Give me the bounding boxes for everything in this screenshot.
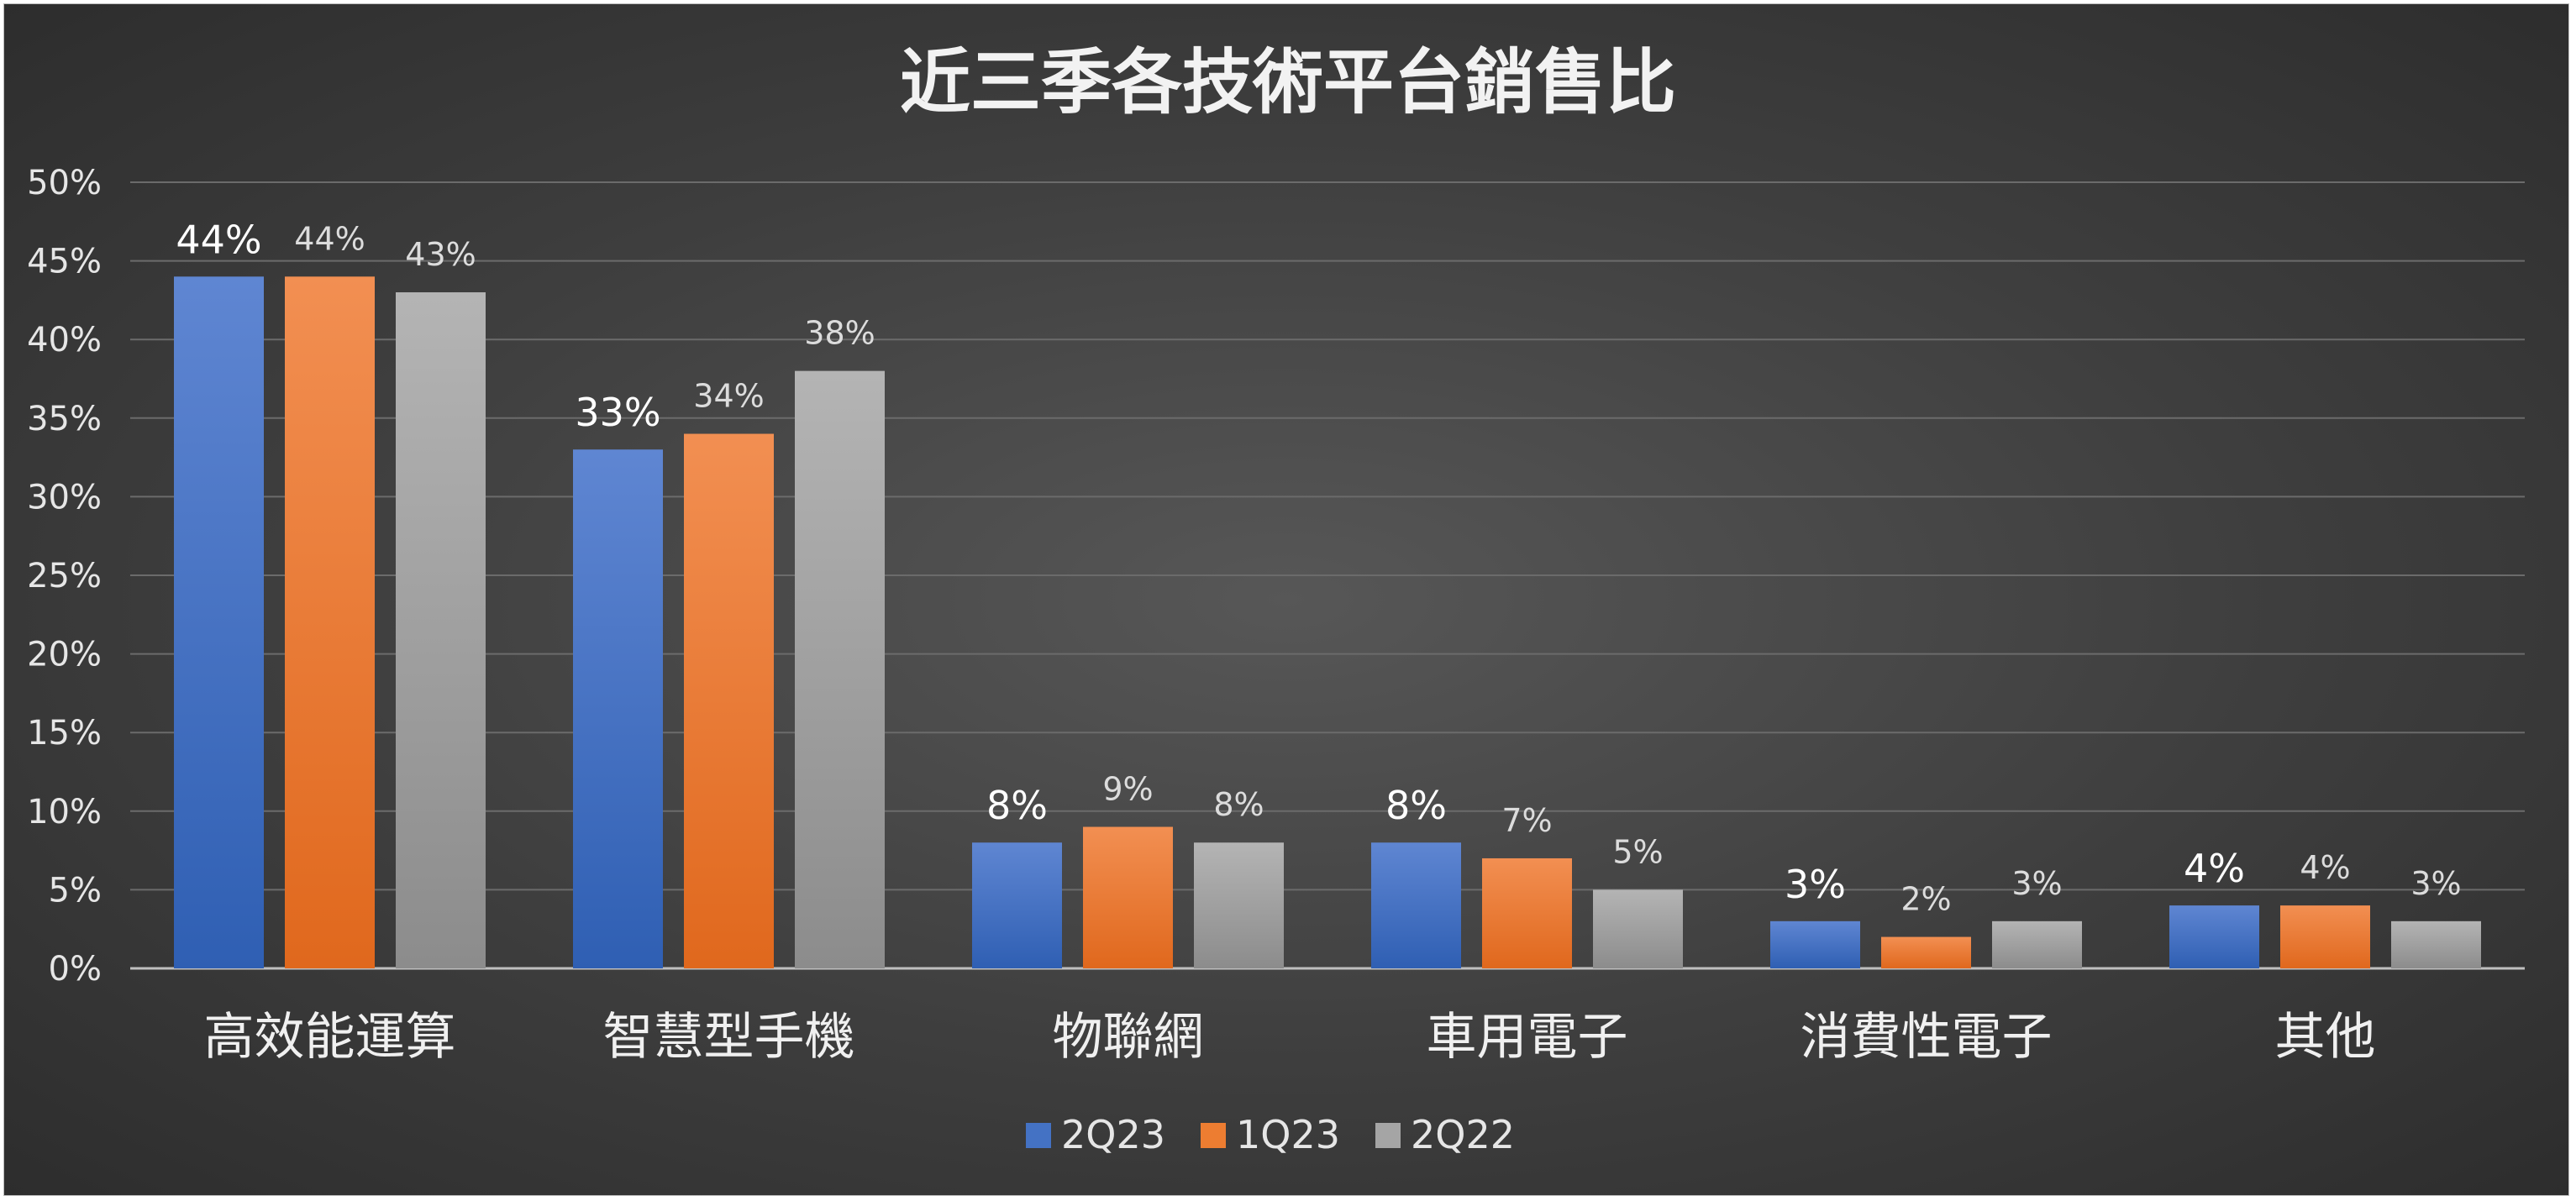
bar-2q22-5 <box>1992 920 2082 968</box>
bar-2q22-1 <box>396 292 486 968</box>
bar-1q23-3 <box>1083 826 1173 968</box>
x-category-label: 車用電子 <box>1427 1008 1628 1067</box>
bar-2q22-4 <box>1593 889 1683 968</box>
x-category-label: 其他 <box>2275 1008 2376 1067</box>
bar-1q23-4 <box>1482 857 1572 968</box>
legend-label: 2Q23 <box>1061 1112 1165 1157</box>
data-label: 2% <box>1900 881 1951 918</box>
bar-chart: 近三季各技術平台銷售比 0% 5% 10% 15% 20% 25% 30% 35% 40% 45%… <box>27 41 2525 1157</box>
y-tick-label: 5% <box>49 871 102 910</box>
bar-1q23-5 <box>1881 936 1971 968</box>
bar-2q22-6 <box>2391 920 2481 968</box>
legend-swatch <box>1375 1123 1401 1148</box>
x-category-label: 消費性電子 <box>1801 1008 2053 1067</box>
x-category-label: 高效能運算 <box>204 1008 456 1067</box>
legend-swatch <box>1026 1123 1051 1148</box>
data-label: 44% <box>294 220 365 257</box>
x-axis-category-labels: 高效能運算 智慧型手機 物聯網 車用電子 消費性電子 其他 <box>204 1008 2376 1067</box>
x-category-label: 物聯網 <box>1053 1008 1204 1067</box>
chart-frame: 近三季各技術平台銷售比 0% 5% 10% 15% 20% 25% 30% 35% 40% 45%… <box>3 3 2569 1196</box>
y-tick-label: 25% <box>27 557 102 595</box>
legend-label: 1Q23 <box>1236 1112 1340 1157</box>
y-tick-label: 10% <box>27 793 102 831</box>
data-label: 44% <box>176 217 261 262</box>
bars <box>174 276 2481 968</box>
y-tick-label: 15% <box>27 714 102 753</box>
data-label: 8% <box>986 783 1048 828</box>
bar-2q23-5 <box>1770 920 1860 968</box>
data-label: 3% <box>2410 865 2461 902</box>
bar-1q23-1 <box>285 276 375 968</box>
data-label: 3% <box>2011 865 2062 902</box>
data-label: 34% <box>693 378 764 415</box>
data-label: 43% <box>405 236 476 273</box>
bar-2q23-1 <box>174 276 264 968</box>
data-label: 5% <box>1612 833 1663 870</box>
data-label: 4% <box>2184 846 2245 891</box>
bar-2q22-2 <box>795 370 885 968</box>
data-label: 9% <box>1102 771 1153 808</box>
bar-2q23-6 <box>2169 905 2259 968</box>
data-label: 3% <box>1785 862 1846 907</box>
legend-label: 2Q22 <box>1411 1112 1515 1157</box>
y-tick-label: 0% <box>49 950 102 989</box>
data-label: 8% <box>1385 783 1447 828</box>
bar-2q23-3 <box>972 842 1062 968</box>
data-labels: 44% 44% 43% 33% 34% 38% 8% 9% 8% 8% 7% 5% 3% 2% 3% 4% 4%… <box>176 217 2461 917</box>
y-tick-label: 30% <box>27 478 102 517</box>
y-tick-label: 35% <box>27 400 102 438</box>
legend: 2Q23 1Q23 2Q22 <box>1026 1112 1515 1157</box>
data-label: 7% <box>1501 802 1552 839</box>
data-label: 8% <box>1213 786 1264 823</box>
bar-2q23-2 <box>573 449 663 968</box>
y-tick-label: 50% <box>27 164 102 202</box>
y-tick-label: 45% <box>27 243 102 281</box>
chart-title: 近三季各技術平台銷售比 <box>900 41 1676 123</box>
bar-2q22-3 <box>1194 842 1284 968</box>
data-label: 38% <box>804 315 875 352</box>
data-label: 33% <box>575 390 660 435</box>
y-tick-label: 40% <box>27 321 102 359</box>
x-category-label: 智慧型手機 <box>603 1008 855 1067</box>
legend-swatch <box>1201 1123 1226 1148</box>
y-axis-tick-labels: 0% 5% 10% 15% 20% 25% 30% 35% 40% 45% 50% <box>27 164 102 989</box>
bar-2q23-4 <box>1371 842 1461 968</box>
bar-1q23-6 <box>2280 905 2370 968</box>
gridlines <box>130 181 2525 970</box>
bar-1q23-2 <box>684 433 774 968</box>
y-tick-label: 20% <box>27 636 102 674</box>
data-label: 4% <box>2300 849 2350 886</box>
